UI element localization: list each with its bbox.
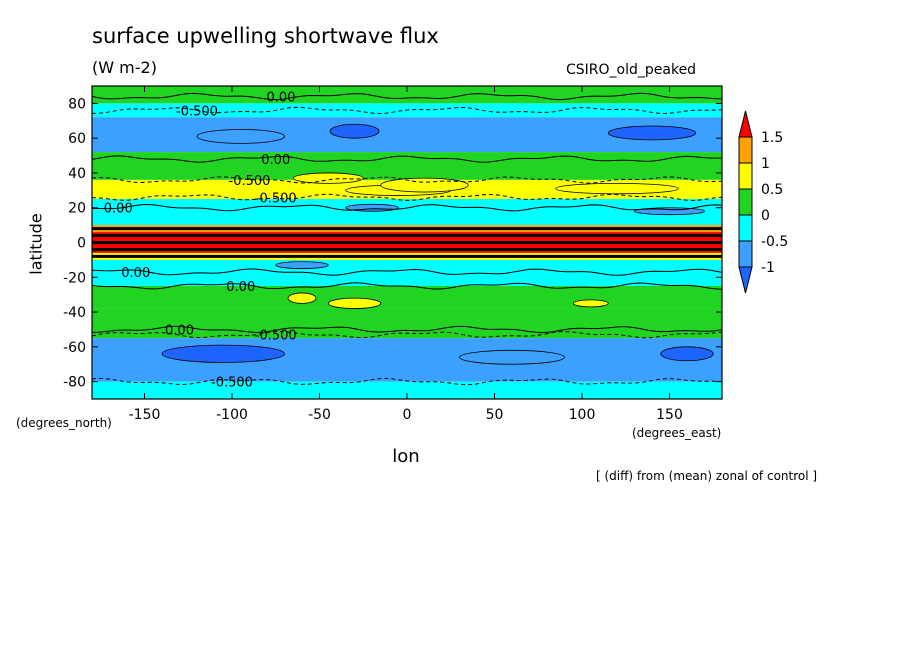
contour-line-3 — [92, 176, 722, 184]
y-tick-label-3: 20 — [68, 201, 86, 217]
anomaly-10 — [287, 292, 317, 304]
colorbar-segment-3 — [738, 188, 753, 216]
chart-title: surface upwelling shortwave flux — [92, 24, 439, 48]
zonal-band-12 — [92, 308, 722, 326]
colorbar-label-4: 1 — [761, 156, 770, 172]
x-tick-label-6: 150 — [656, 407, 683, 423]
footnote: [ (diff) from (mean) zonal of control ] — [596, 469, 818, 483]
y-tick-label-1: 60 — [68, 131, 86, 147]
contour-line-10 — [92, 377, 722, 386]
x-tick-label-5: 100 — [569, 407, 596, 423]
y-tick-label-0: 80 — [68, 96, 86, 112]
colorbar-arrow-bottom — [738, 266, 753, 294]
colorbar-label-2: 0 — [761, 208, 770, 224]
zonal-band-4 — [92, 169, 722, 180]
colorbar-arrow-top — [738, 110, 753, 138]
contour-line-5 — [92, 203, 722, 212]
contour-label-10: -0.500 — [211, 376, 253, 391]
contour-label-4: -0.500 — [255, 191, 297, 206]
colorbar-label-0: -1 — [761, 260, 775, 276]
anomaly-5 — [380, 177, 469, 193]
anomaly-11 — [327, 297, 382, 309]
contour-line-1 — [92, 106, 722, 115]
contour-label-8: 0.00 — [165, 323, 194, 338]
y-tick-label-6: -40 — [63, 305, 86, 321]
x-tick-label-2: -50 — [308, 407, 331, 423]
colorbar-label-3: 0.5 — [761, 182, 783, 198]
anomaly-2 — [196, 129, 285, 144]
y-tick-label-8: -80 — [63, 375, 86, 391]
x-tick-label-1: -100 — [216, 407, 248, 423]
x-tick-label-3: 0 — [403, 407, 412, 423]
colorbar-segment-4 — [738, 162, 753, 190]
contour-line-6 — [92, 268, 722, 276]
anomaly-14 — [660, 346, 714, 362]
contour-line-8 — [92, 325, 722, 334]
y-tick-label-2: 40 — [68, 166, 86, 182]
contour-label-6: 0.00 — [121, 266, 150, 281]
anomaly-0 — [329, 123, 380, 139]
contour-label-0: 0.00 — [267, 90, 296, 105]
anomaly-9 — [275, 261, 329, 269]
x-unit-label: (degrees_east) — [632, 426, 722, 440]
zonal-band-10 — [92, 259, 722, 286]
anomaly-12 — [572, 299, 609, 308]
y-tick-label-4: 0 — [77, 236, 86, 252]
x-tick-label-4: 50 — [486, 407, 504, 423]
contour-label-9: -0.500 — [255, 329, 297, 344]
contour-label-2: 0.00 — [261, 153, 290, 168]
colorbar-segment-1 — [738, 240, 753, 268]
contour-label-3: -0.500 — [229, 174, 271, 189]
colorbar-label-5: 1.5 — [761, 130, 783, 146]
anomaly-13 — [161, 344, 285, 363]
contour-label-7: 0.00 — [226, 280, 255, 295]
zonal-band-11 — [92, 285, 722, 309]
y-unit-label: (degrees_north) — [16, 416, 112, 430]
contour-line-0 — [92, 92, 722, 101]
contour-label-5: 0.00 — [104, 202, 133, 217]
x-axis-label: lon — [392, 446, 420, 467]
x-tick-label-0: -150 — [129, 407, 161, 423]
contour-line-7 — [92, 282, 722, 290]
anomaly-6 — [555, 182, 679, 195]
contour-line-9 — [92, 330, 722, 339]
y-tick-label-7: -60 — [63, 340, 86, 356]
contour-line-2 — [92, 155, 722, 163]
zonal-band-15 — [92, 381, 722, 399]
contour-line-4 — [92, 193, 722, 202]
colorbar-label-1: -0.5 — [761, 234, 788, 250]
zonal-band-6 — [92, 199, 722, 226]
chart-units: (W m-2) — [92, 58, 157, 77]
zonal-band-13 — [92, 325, 722, 339]
contour-label-1: -0.500 — [176, 104, 218, 119]
model-label: CSIRO_old_peaked — [566, 62, 697, 78]
colorbar-segment-5 — [738, 136, 753, 164]
colorbar-segment-2 — [738, 214, 753, 242]
anomaly-4 — [292, 172, 364, 184]
y-tick-label-5: -20 — [63, 270, 86, 286]
anomaly-15 — [459, 349, 565, 365]
anomaly-1 — [607, 125, 697, 141]
